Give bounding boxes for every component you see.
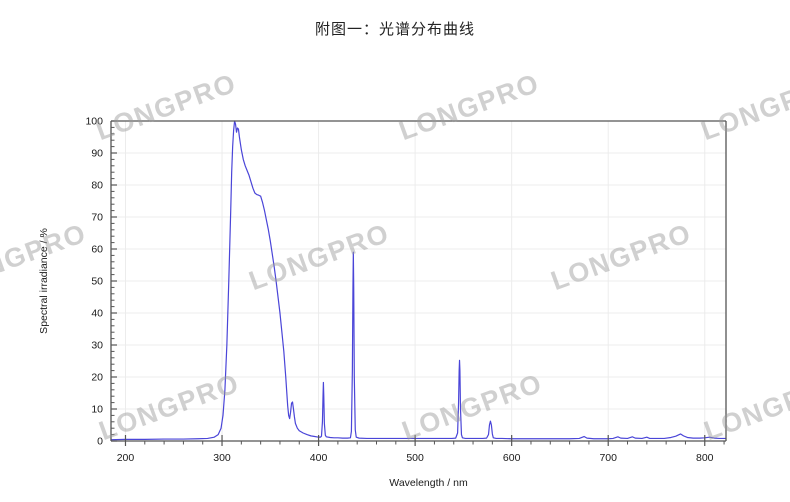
figure-title: 附图一：光谱分布曲线: [314, 20, 475, 38]
chart-axis-labels: Wavelength / nm Spectral irradiance / %: [38, 228, 468, 489]
y-tick-label: 40: [91, 308, 103, 320]
x-tick-label: 700: [599, 452, 617, 464]
y-tick-label: 60: [91, 244, 103, 256]
chart-ticks: [111, 120, 725, 446]
x-tick-label: 500: [406, 452, 424, 464]
x-tick-label: 600: [503, 452, 521, 464]
chart-tick-labels: 0 10 20 30 40 50 60 70 80 90 100 200 300 400 500 600 700…: [85, 116, 713, 464]
y-tick-label: 100: [85, 116, 103, 128]
y-tick-label: 20: [91, 372, 103, 384]
y-tick-label: 80: [91, 180, 103, 192]
x-tick-label: 200: [117, 452, 135, 464]
y-tick-label: 30: [91, 340, 103, 352]
y-axis-label: Spectral irradiance / %: [38, 228, 50, 334]
y-tick-label: 50: [91, 276, 103, 288]
x-tick-label: 300: [213, 452, 231, 464]
x-axis-label: Wavelength / nm: [389, 477, 468, 489]
y-tick-label: 0: [97, 436, 103, 448]
chart-axes: [110, 120, 727, 442]
y-tick-label: 90: [91, 148, 103, 160]
chart-canvas: 0 10 20 30 40 50 60 70 80 90 100 200 300 400 500 600 700…: [38, 116, 727, 489]
y-tick-label: 10: [91, 404, 103, 416]
y-tick-label: 70: [91, 212, 103, 224]
spectral-distribution-chart: 0 10 20 30 40 50 60 70 80 90 100 200 300 400 500 600 700…: [0, 60, 790, 502]
x-tick-label: 800: [696, 452, 714, 464]
x-tick-label: 400: [310, 452, 328, 464]
chart-series-layer: [110, 120, 727, 441]
spectral-curve: [110, 120, 727, 441]
